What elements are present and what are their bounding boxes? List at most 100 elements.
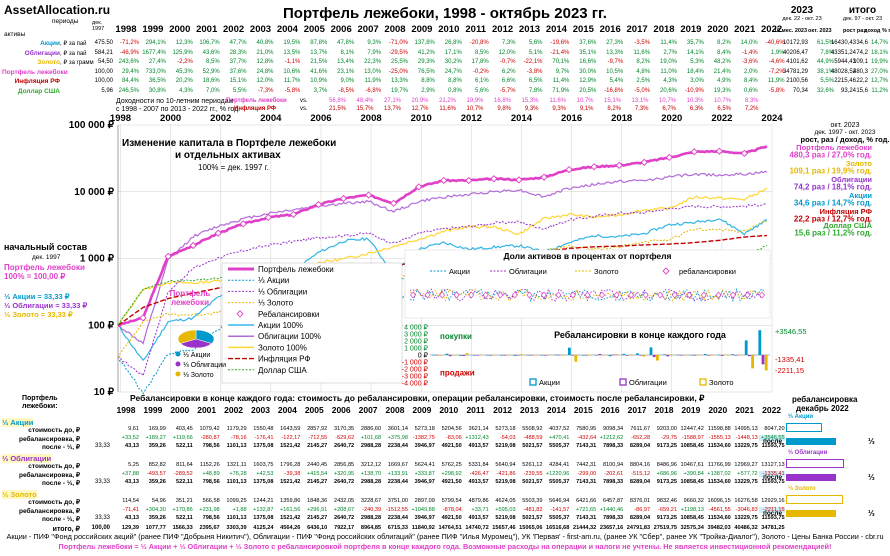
after-label: после	[763, 510, 783, 517]
return-cell: 22,3%	[364, 59, 382, 65]
bar	[574, 355, 578, 362]
bar	[696, 354, 700, 356]
lower-cell: 11593,75	[761, 479, 785, 485]
lower-cell: 5219,08	[495, 515, 516, 521]
lower-cell: +208,67	[333, 506, 355, 513]
return-cell: 294,1%	[145, 40, 166, 46]
lower-cell: -78,16	[230, 434, 247, 441]
return-cell: 45,3%	[175, 68, 193, 75]
bar	[690, 354, 694, 356]
lower-right-title2: декабрь 2022	[796, 404, 849, 413]
return-cell: 76,5%	[417, 68, 435, 75]
lower-cell: -289,52	[173, 470, 193, 477]
return-cell: 8,5%	[475, 49, 489, 56]
bar	[530, 354, 534, 356]
lower-cell: 1375,08	[253, 443, 274, 449]
shares-marker	[570, 291, 576, 299]
lower-cell: +1440,46	[599, 506, 624, 513]
return-cell: 30,2%	[444, 59, 462, 65]
lower-cell: 2432,05	[333, 498, 355, 504]
return-cell: 29,3%	[417, 59, 435, 65]
decade-cell: 21,5%	[328, 106, 346, 112]
year-header: 2002	[223, 24, 245, 35]
return-cell: 1,9%	[770, 49, 785, 56]
bar	[656, 355, 659, 361]
start-sub: дек. 1997	[32, 254, 61, 261]
lower-cell: 2988,28	[360, 479, 382, 485]
decade-cell: 8,3%	[744, 98, 759, 104]
lower-cell: -1555,13	[708, 434, 731, 441]
y-tick-label: 10 000 ₽	[74, 187, 114, 198]
return-cell: 47,7%	[229, 40, 247, 46]
lower-cell: -4561,55	[708, 506, 731, 513]
return-cell: 40,8%	[256, 40, 274, 46]
bars-side-label: +3546,55	[775, 327, 807, 336]
rebalance-marker	[164, 252, 172, 260]
ret-2023: 38,1%	[816, 68, 834, 75]
bar	[489, 355, 493, 356]
lower-cell: +37,88	[121, 470, 139, 477]
start-line: ⅓ Золото = 33,33 ₽	[4, 310, 73, 319]
return-cell: 11,6%	[633, 49, 651, 56]
total-cell: 21444,32	[572, 525, 597, 531]
rebalance-marker	[715, 147, 724, 155]
bars-y-tick: 2 000 ₽	[404, 338, 428, 346]
return-cell: 733,0%	[145, 68, 166, 75]
rebalance-marker	[690, 148, 698, 156]
periods-label: периоды	[52, 18, 79, 25]
end-label-name: Портфель лежебоки	[796, 143, 872, 152]
total-cell: 14764,51	[438, 525, 462, 531]
return-cell: 47,8%	[337, 40, 355, 46]
decade-cell: 6,7%	[662, 106, 676, 112]
row-label: после - ⅓, ₽	[41, 516, 80, 523]
decade-cell: 9,3%	[552, 106, 566, 112]
series-line-Облигации 100%	[117, 170, 768, 345]
lower-year: 2008	[385, 405, 405, 415]
return-cell: 17,8%	[471, 59, 489, 65]
lower-cell: 3946,97	[414, 515, 435, 521]
lower-cell: 11593,75	[761, 443, 785, 449]
return-cell: 28,3%	[229, 49, 247, 56]
value-2023: 40206,47	[782, 49, 808, 56]
bar	[642, 355, 646, 357]
lower-year: 2020	[708, 405, 728, 415]
footer-line2: Портфель лежебоки = ⅓ Акции + ⅓ Облигаци…	[58, 542, 832, 551]
bar	[492, 354, 496, 356]
site-name[interactable]: AssetAllocation.ru	[4, 3, 111, 17]
asset-row-label: Облигации	[24, 49, 60, 57]
decade-cell: 9,3%	[524, 106, 539, 112]
x-tick-label: 2014	[511, 113, 533, 124]
return-cell: 16,6%	[579, 59, 597, 65]
bar	[516, 354, 520, 356]
row-label: стоимость до, ₽	[28, 427, 80, 434]
return-cell: -71,2%	[119, 40, 139, 46]
bar	[540, 355, 544, 356]
group-name: ⅓ Золото	[2, 490, 37, 499]
decade-cell: 15,7%	[356, 106, 374, 112]
return-cell: -3,6%	[742, 59, 758, 65]
decade-cell: 9,1%	[579, 106, 594, 112]
pie-legend-dot	[175, 361, 181, 367]
return-cell: -71,0%	[388, 40, 408, 46]
return-cell: 14,0%	[740, 40, 758, 46]
year-header: 2014	[545, 24, 567, 35]
x-tick-label: 2024	[761, 113, 783, 124]
pie-legend-label: ⅓ Облигации	[183, 361, 226, 369]
lower-cell: 7898,33	[602, 515, 624, 521]
asset-row-label: Золото	[37, 59, 60, 66]
return-cell: -29,5%	[388, 49, 408, 56]
total-cell: 6436,10	[307, 525, 328, 531]
bar	[527, 355, 530, 356]
lower-cell: 522,11	[175, 479, 193, 485]
lower-cell: +686,96	[656, 470, 677, 477]
row-label: стоимость до, ₽	[28, 463, 80, 470]
rebalance-marker	[289, 210, 298, 219]
return-cell: 87,8%	[310, 40, 328, 46]
return-cell: 6,6%	[501, 78, 516, 84]
decade-cell: 56,8%	[328, 98, 346, 104]
footer-line1: Акции - ПИФ "Фонд российских акций" (ран…	[6, 532, 884, 541]
value-oct: 93,24	[840, 87, 856, 94]
lower-cell: 9173,25	[656, 479, 677, 485]
lower-year: 2005	[304, 405, 324, 415]
ret-2023: 5,5%	[820, 78, 834, 84]
